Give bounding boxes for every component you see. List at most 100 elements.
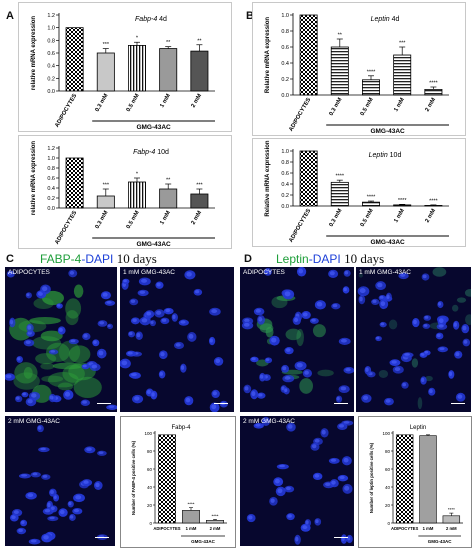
nucleus-highlight (296, 362, 303, 368)
chart-d-inset: 0 20 40 60 80 100 Number of leptin positive ce… (358, 416, 472, 548)
panel-letter-a: A (6, 10, 14, 22)
nucleus-highlight (463, 339, 468, 344)
nucleus-highlight (86, 447, 92, 451)
nucleus-highlight (263, 418, 268, 424)
nucleus-highlight (372, 299, 377, 303)
nucleus-highlight (25, 340, 31, 345)
green-stain (456, 297, 467, 303)
nucleus-highlight (59, 509, 65, 515)
nucleus-highlight (151, 392, 155, 397)
nucleus-highlight (83, 480, 89, 484)
category-label: 0.3 mM (95, 210, 110, 230)
nucleus-highlight (185, 397, 191, 403)
y-tick-label: 0.6 (47, 176, 55, 182)
category-label: 2 mM (425, 97, 438, 113)
bar (395, 434, 414, 524)
chart-a-bottom: 0.0 0.2 0.4 0.6 0.8 1.0 1.2 relative mRNA expre… (18, 135, 232, 249)
significance-label: ** (338, 33, 343, 39)
group-label: GMG-43AC (370, 239, 405, 246)
nucleus-highlight (438, 302, 442, 306)
nucleus-highlight (365, 367, 369, 372)
nucleus-highlight (150, 320, 154, 324)
nucleus-highlight (363, 395, 369, 401)
nucleus-highlight (344, 271, 349, 275)
nucleus-highlight (22, 392, 26, 396)
significance-label: **** (429, 198, 438, 204)
nucleus-highlight (211, 404, 217, 410)
nucleus-highlight (391, 360, 397, 364)
category-label: 0.3 mM (329, 208, 344, 228)
nucleus-highlight (385, 399, 391, 403)
nucleus-highlight (265, 358, 270, 362)
nucleus-highlight (130, 299, 136, 303)
nucleus-highlight (449, 371, 453, 377)
green-stain (378, 369, 389, 378)
bar (65, 157, 84, 209)
scale-bar (334, 537, 348, 538)
micrograph-c-1mm-image (120, 267, 234, 412)
nucleus-highlight (331, 480, 336, 485)
y-tick-label: 0.2 (47, 196, 55, 202)
nucleus-highlight (343, 287, 347, 292)
nucleus-highlight (27, 399, 33, 404)
micrograph-background (5, 416, 115, 546)
micrograph-d-1mm: 1 mM GMG-43AC (356, 267, 471, 412)
nucleus-highlight (255, 309, 261, 313)
nucleus-highlight (244, 386, 249, 391)
y-tick-label: 40 (147, 485, 153, 490)
chart-title: Fabp-4 4d (135, 16, 167, 23)
nucleus-highlight (44, 509, 51, 513)
nucleus-highlight (439, 347, 445, 351)
nucleus-highlight (50, 350, 56, 353)
nucleus-highlight (302, 525, 308, 530)
nucleus-highlight (302, 312, 308, 317)
bar (393, 204, 412, 207)
micrograph-c-1mm-label: 1 mM GMG-43AC (123, 269, 176, 276)
significance-label: **** (398, 198, 407, 204)
nucleus-highlight (131, 373, 137, 377)
micrograph-c-2mm-image (5, 416, 115, 546)
micrograph-d-adipocytes-label: ADIPOCYTES (243, 269, 285, 276)
nucleus-highlight (75, 495, 82, 500)
micrograph-c-2mm-label: 2 mM GMG-43AC (8, 418, 61, 425)
nucleus-highlight (429, 389, 433, 394)
nucleus-highlight (453, 322, 457, 327)
green-stain (68, 345, 91, 364)
category-label: ADIPOCYTES (391, 526, 418, 531)
significance-label: *** (103, 42, 110, 48)
nucleus-highlight (424, 350, 429, 354)
nucleus-highlight (314, 473, 320, 478)
micrograph-background (356, 267, 471, 412)
nucleus-highlight (123, 279, 127, 283)
significance-label: ** (197, 38, 202, 44)
bar (424, 89, 443, 96)
nucleus-highlight (121, 360, 128, 366)
nucleus-highlight (287, 514, 292, 518)
nucleus-highlight (70, 339, 76, 343)
bar (330, 46, 349, 96)
y-tick-label: 0.4 (281, 61, 289, 67)
category-label: 0.5 mM (126, 210, 141, 230)
nucleus-highlight (159, 371, 163, 376)
green-stain (14, 362, 38, 384)
nucleus-highlight (376, 336, 380, 340)
category-label: 2 mM (446, 526, 457, 531)
y-tick-label: 0.4 (47, 64, 55, 70)
nucleus-highlight (394, 367, 401, 372)
nucleus-highlight (7, 271, 12, 276)
y-tick-label: 0 (387, 521, 390, 526)
nucleus-highlight (102, 292, 108, 297)
y-axis-label: relative mRNA expression (31, 16, 37, 90)
category-label: ADIPOCYTES (54, 210, 78, 246)
nucleus-highlight (402, 382, 407, 387)
nucleus-highlight (340, 386, 347, 391)
chart-d-inset-svg: 0 20 40 60 80 100 Number of leptin positive ce… (369, 425, 463, 544)
category-label: 1 mM (393, 208, 406, 224)
scale-bar (95, 537, 109, 538)
bar (299, 150, 318, 207)
bar (442, 515, 461, 524)
nucleus-highlight (244, 318, 250, 323)
y-tick-label: 0.0 (281, 93, 289, 99)
nucleus-highlight (438, 324, 444, 328)
y-tick-label: 80 (385, 449, 391, 454)
